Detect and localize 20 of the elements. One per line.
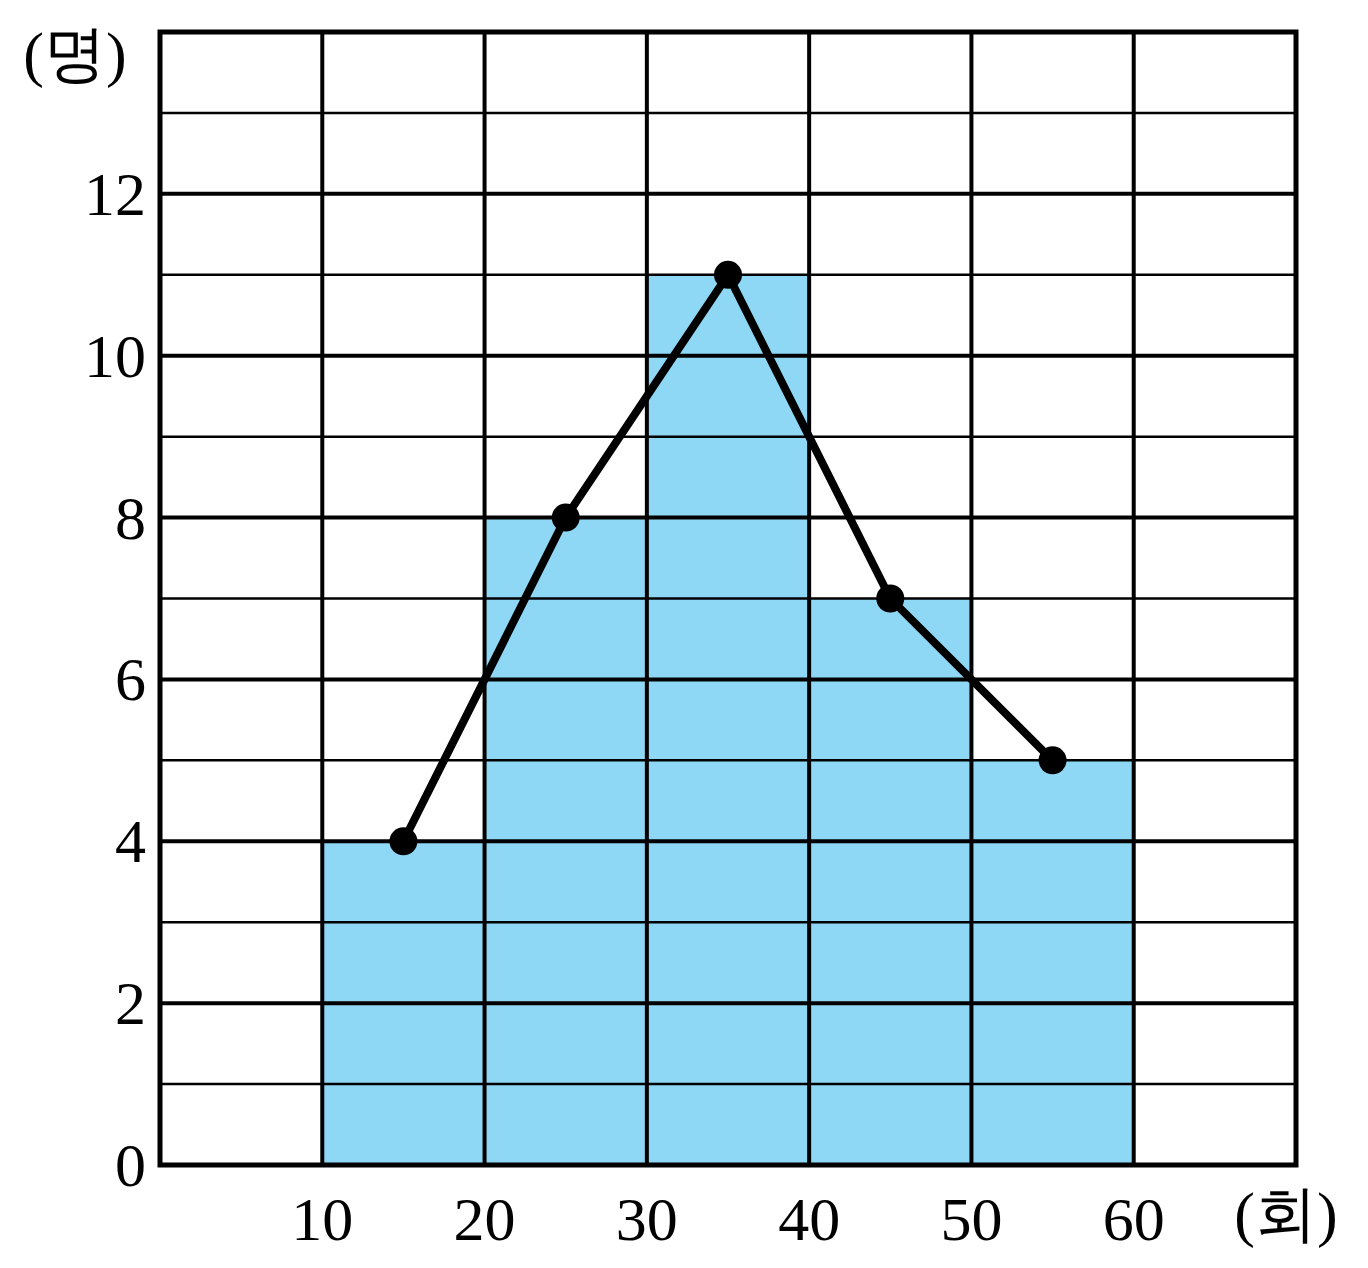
point bbox=[551, 503, 580, 532]
y-tick-label: 0 bbox=[115, 1131, 146, 1199]
point bbox=[714, 260, 742, 289]
x-tick-label: 60 bbox=[1102, 1185, 1165, 1253]
x-tick-label: 20 bbox=[453, 1185, 516, 1253]
point bbox=[876, 584, 905, 613]
x-tick-label: 30 bbox=[615, 1185, 678, 1253]
x-tick-label: 40 bbox=[778, 1185, 841, 1253]
x-axis-title: (회) bbox=[1234, 1180, 1338, 1249]
y-tick-label: 6 bbox=[115, 645, 146, 714]
y-tick-label: 10 bbox=[84, 321, 146, 390]
x-tick-label: 50 bbox=[940, 1185, 1003, 1253]
point bbox=[389, 827, 418, 856]
point bbox=[1038, 746, 1067, 775]
y-tick-label: 8 bbox=[115, 483, 146, 552]
x-tick-label: 10 bbox=[291, 1185, 354, 1253]
y-tick-label: 2 bbox=[115, 969, 146, 1038]
y-tick-label: 12 bbox=[84, 159, 146, 228]
y-tick-label: 4 bbox=[115, 807, 146, 876]
y-axis-title: (명) bbox=[23, 20, 127, 89]
